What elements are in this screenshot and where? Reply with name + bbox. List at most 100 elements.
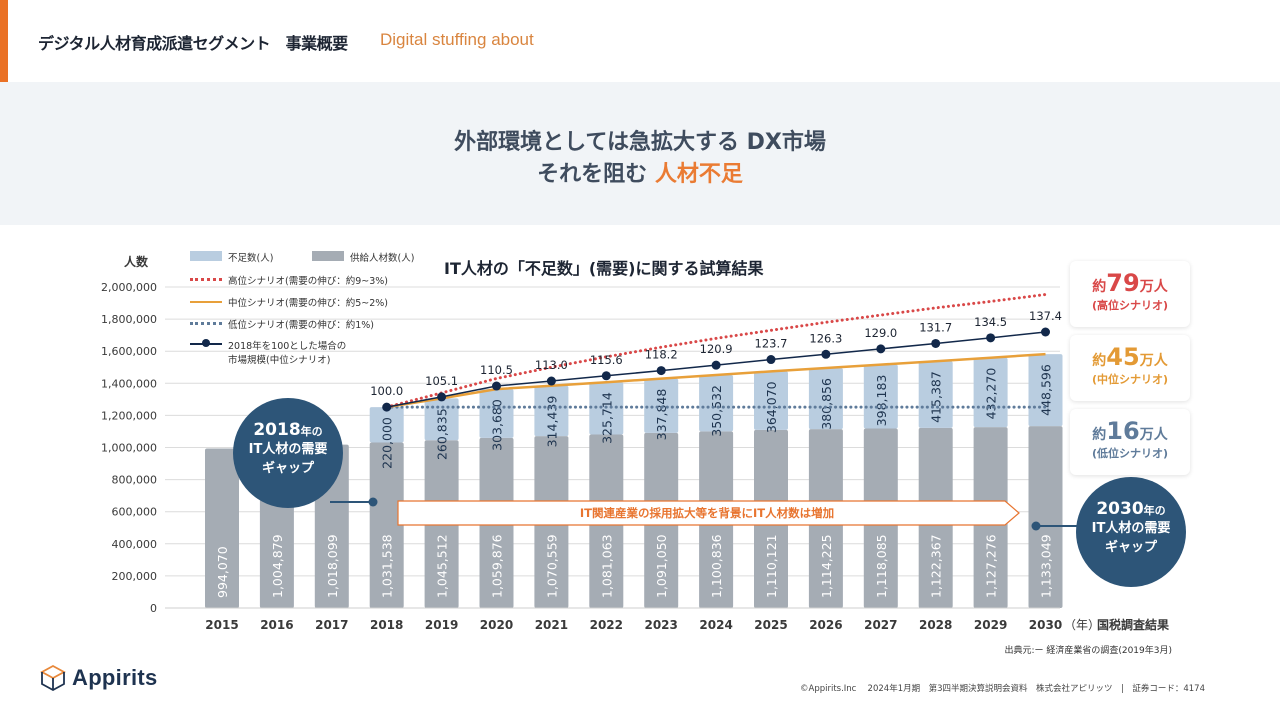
bar-shortage (369, 407, 404, 443)
bar-supply (369, 442, 404, 608)
bubble-2030-gap: 2030年の IT人材の需要 ギャップ (1076, 477, 1186, 587)
market-size-label: 100.0 (370, 384, 403, 398)
x-tick-label: 2015 (205, 618, 238, 632)
market-size-label: 120.9 (700, 342, 733, 356)
bar-shortage (808, 368, 843, 430)
bar-shortage-label: 364,070 (764, 381, 779, 433)
headline-line-1: 外部環境としては急拡大する DX市場 (454, 130, 826, 155)
bar-supply-label: 1,004,879 (270, 534, 285, 598)
bar-supply-label: 1,031,538 (380, 534, 395, 598)
bubble-2030-anchor-dot (1031, 521, 1041, 531)
market-size-marker (766, 355, 776, 365)
bar-shortage-label: 220,000 (380, 417, 395, 469)
y-tick-label: 1,200,000 (101, 409, 157, 422)
y-tick-label: 800,000 (112, 474, 158, 487)
headline-banner: 外部環境としては急拡大する DX市場 それを阻む 人材不足 (0, 82, 1280, 225)
bar-supply-label: 1,133,049 (1039, 534, 1054, 598)
market-size-marker (821, 349, 831, 359)
bubble-2018-year: 2018年の (253, 420, 323, 440)
legend-label: 中位シナリオ(需要の伸び：約5~2%) (228, 298, 388, 309)
market-size-label: 123.7 (755, 337, 788, 351)
bar-shortage (479, 389, 514, 438)
market-size-label: 115.6 (590, 353, 623, 367)
chart-title: IT人材の「不足数」(需要)に関する試算結果 (444, 259, 764, 278)
headline-line-2-prefix: それを阻む (537, 162, 655, 187)
y-tick-label: 2,000,000 (101, 281, 157, 294)
scenario-card-label: (低位シナリオ) (1091, 447, 1169, 460)
y-tick-label: 200,000 (112, 570, 158, 583)
market-size-label: 110.5 (480, 363, 513, 377)
bar-shortage (424, 398, 459, 441)
bar-shortage-label: 432,270 (984, 368, 999, 420)
x-tick-label: 2019 (425, 618, 458, 632)
bar-supply-label: 1,100,836 (709, 534, 724, 598)
x-tick-label: 2022 (590, 618, 623, 632)
x-tick-label: 2027 (864, 618, 897, 632)
market-size-label: 131.7 (919, 320, 952, 334)
market-size-label: 129.0 (864, 326, 897, 340)
footer-copyright: ©Appirits.Inc 2024年1月期 第3四半期決算説明会資料 株式会社… (800, 684, 1206, 694)
bar-shortage-label: 337,848 (654, 389, 669, 441)
scenario-card-value: 約16万人 (1092, 417, 1168, 445)
x-tick-label: 2026 (809, 618, 842, 632)
x-tick-label: 2029 (974, 618, 1007, 632)
market-size-marker (876, 344, 886, 354)
headline-line-2: それを阻む 人材不足 (0, 156, 1280, 188)
bubble-2030-year: 2030年の (1096, 499, 1166, 519)
bubble-2018-anchor-dot (368, 497, 378, 507)
market-size-label: 118.2 (645, 348, 678, 362)
y-tick-label: 1,600,000 (101, 345, 157, 358)
market-size-label: 137.4 (1029, 309, 1062, 323)
bubble-2030-line-3: ギャップ (1104, 540, 1157, 555)
bar-shortage-label: 260,835 (435, 408, 450, 460)
market-size-label: 134.5 (974, 315, 1007, 329)
bar-shortage (863, 364, 898, 429)
bar-shortage-label: 448,596 (1039, 364, 1054, 416)
x-tick-label: 2025 (754, 618, 787, 632)
growth-arrow-label: IT関連産業の採用拡大等を背景にIT人材数は増加 (579, 506, 835, 520)
high-scenario-line (385, 293, 1047, 409)
x-tick-label: 2021 (535, 618, 568, 632)
market-size-marker (1041, 327, 1050, 337)
y-tick-label: 1,000,000 (101, 442, 157, 455)
bar-supply-label: 1,045,512 (435, 534, 450, 598)
bubble-2030-line-2: IT人材の需要 (1091, 521, 1171, 536)
y-tick-label: 600,000 (112, 506, 158, 519)
market-size-label: 113.0 (535, 358, 568, 372)
bar-shortage-label: 415,387 (929, 371, 944, 423)
legend-label: 2018年を100とした場合の 市場規模(中位シナリオ) (228, 338, 346, 366)
bar-supply-label: 1,091,050 (654, 534, 669, 598)
legend-label: 高位シナリオ(需要の伸び：約9~3%) (228, 276, 388, 287)
growth-arrow (397, 500, 1020, 526)
slide-title: デジタル人材育成派遣セグメント 事業概要 (38, 34, 348, 53)
legend-item-supply: 供給人材数(人) (312, 250, 414, 264)
legend-item-shortage: 不足数(人) (190, 250, 273, 264)
scenario-card-low: 約16万人 (低位シナリオ) (1070, 409, 1190, 475)
x-tick-label: 2030 (1029, 618, 1062, 632)
bar-shortage-label: 398,183 (874, 375, 889, 427)
company-logo: Appirits (40, 664, 158, 692)
x-tick-label: 2023 (644, 618, 677, 632)
x-axis-unit: （年） (1064, 618, 1101, 632)
legend-item-low: 低位シナリオ(需要の伸び：約1%) (190, 317, 374, 331)
scenario-card-value: 約45万人 (1092, 343, 1168, 371)
legend-label: 供給人材数(人) (350, 253, 415, 264)
bar-supply-label: 1,018,099 (325, 534, 340, 598)
bar-supply-label: 1,114,225 (819, 534, 834, 598)
legend-item-mid: 中位シナリオ(需要の伸び：約5~2%) (190, 295, 388, 309)
scenario-card-high: 約79万人 (高位シナリオ) (1070, 261, 1190, 327)
x-tick-label: 2017 (315, 618, 348, 632)
bubble-2018-line-3: ギャップ (261, 461, 314, 476)
legend-item-market: 2018年を100とした場合の 市場規模(中位シナリオ) (190, 338, 346, 366)
market-size-marker (546, 376, 556, 386)
bar-shortage (1028, 354, 1063, 427)
market-size-marker (437, 392, 447, 402)
bar-supply-label: 1,122,367 (929, 534, 944, 598)
market-size-marker (492, 381, 501, 391)
scenario-card-label: (中位シナリオ) (1091, 373, 1169, 386)
market-size-marker (931, 338, 941, 348)
cube-logo-icon (40, 664, 66, 692)
y-axis-title: 人数 (124, 255, 149, 269)
market-size-label: 126.3 (809, 331, 842, 345)
